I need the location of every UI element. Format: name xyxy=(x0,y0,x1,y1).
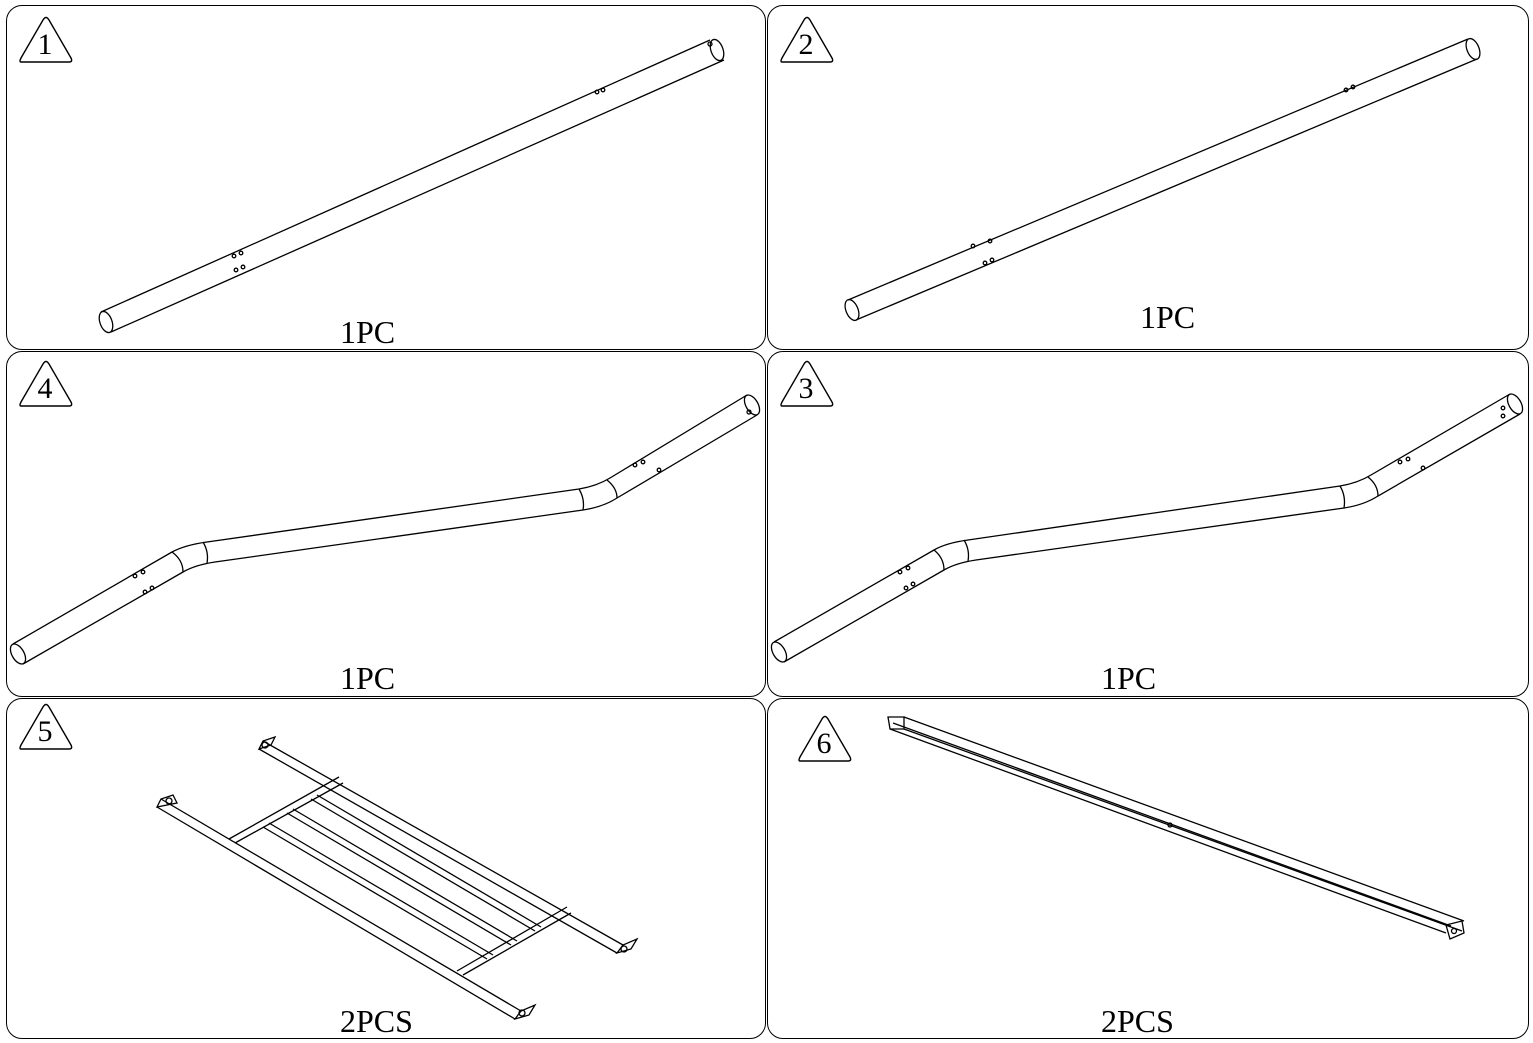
straight-tube-long xyxy=(98,38,725,334)
quantity-label: 2PCS xyxy=(1101,1003,1174,1039)
part-panel-5: 5 xyxy=(6,698,766,1039)
part-3-drawing: 3 xyxy=(770,360,1524,663)
part-number-badge: 4 xyxy=(19,360,73,407)
part-number: 6 xyxy=(817,727,832,760)
square-tube-beam xyxy=(887,716,1465,940)
part-panel-3: 3 1PC xyxy=(767,351,1529,697)
bent-tube xyxy=(9,394,761,665)
part-number-badge: 5 xyxy=(19,703,73,750)
part-number-badge: 3 xyxy=(780,360,834,407)
ladder-frame xyxy=(155,735,639,1021)
part-4-drawing: 4 xyxy=(9,360,761,665)
part-panel-6: 6 2PCS xyxy=(767,698,1529,1039)
quantity-label: 1PC xyxy=(1140,299,1196,335)
quantity-label: 1PC xyxy=(340,314,396,350)
part-panel-4: 4 1PC xyxy=(6,351,766,697)
part-panel-2: 2 1PC xyxy=(767,5,1529,350)
part-number-badge: 2 xyxy=(780,16,834,63)
quantity-label: 1PC xyxy=(1101,660,1157,696)
part-panel-1: 1 1PC xyxy=(6,5,766,350)
part-1-drawing: 1 xyxy=(19,16,725,334)
part-number: 1 xyxy=(38,28,53,61)
quantity-label: 1PC xyxy=(340,660,396,696)
part-2-drawing: 2 xyxy=(780,16,1481,322)
part-5-drawing: 5 xyxy=(19,703,639,1021)
quantity-label: 2PCS xyxy=(340,1003,413,1039)
part-number-badge: 6 xyxy=(798,715,852,762)
part-number: 4 xyxy=(38,372,53,405)
bent-tube xyxy=(770,393,1524,663)
part-number: 2 xyxy=(799,28,814,61)
part-number: 5 xyxy=(38,715,53,748)
part-number: 3 xyxy=(799,372,814,405)
part-number-badge: 1 xyxy=(19,16,73,63)
straight-tube-long xyxy=(844,37,1481,322)
part-6-drawing: 6 xyxy=(798,715,1465,940)
